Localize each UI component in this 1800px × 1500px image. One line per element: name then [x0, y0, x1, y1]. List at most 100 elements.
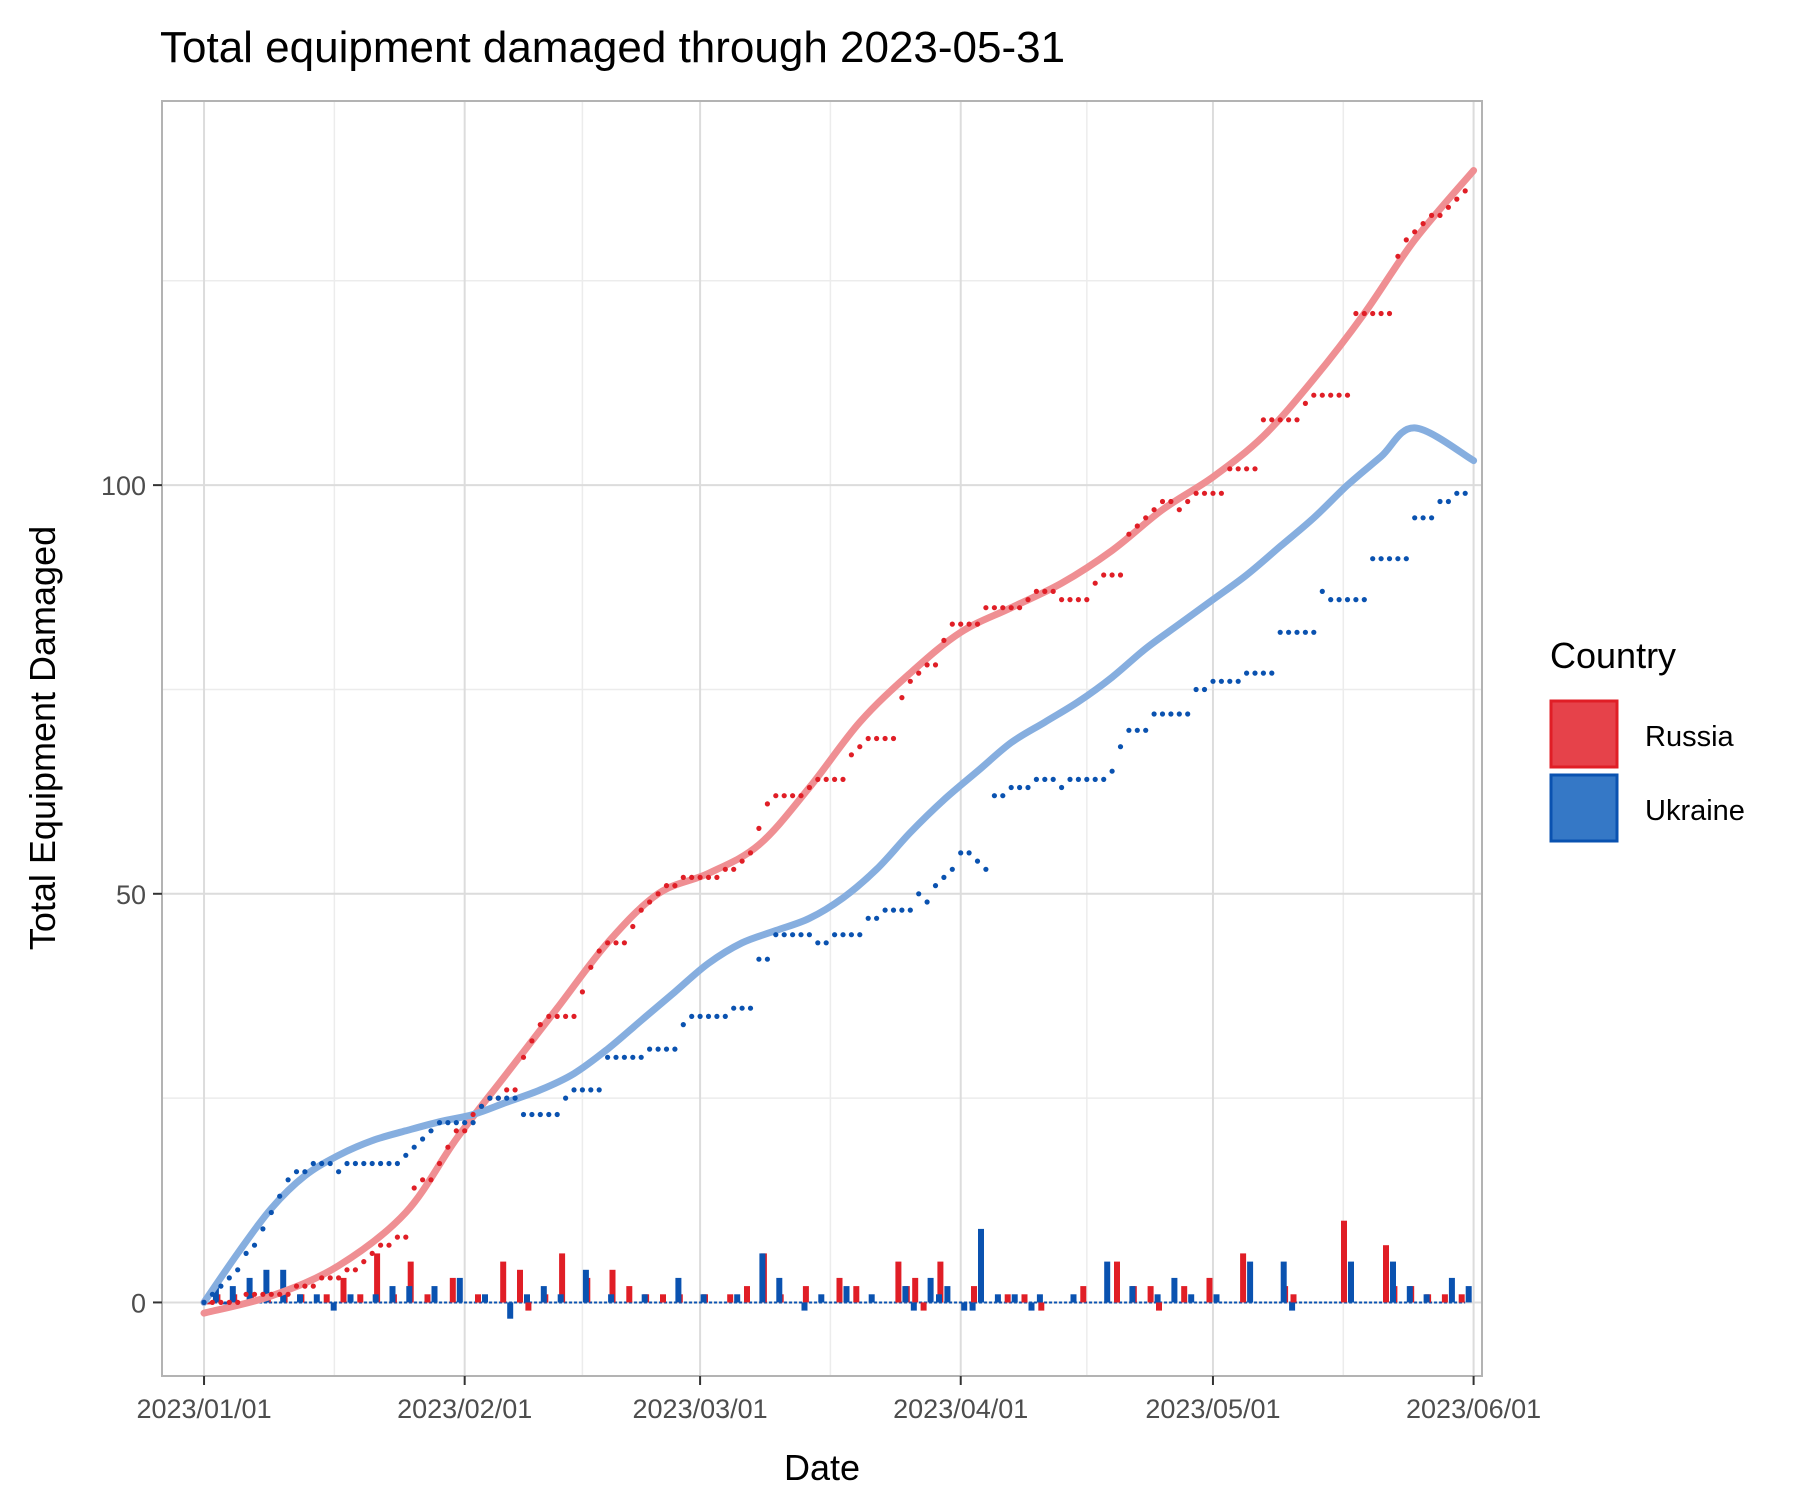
cumulative-point-ukraine — [697, 1013, 703, 1020]
daily-bar-russia — [971, 1286, 977, 1303]
cumulative-point-ukraine — [647, 1046, 653, 1052]
cumulative-point-russia — [882, 735, 888, 742]
daily-bar-russia — [802, 1286, 809, 1303]
cumulative-point-ukraine — [1033, 776, 1039, 783]
cumulative-point-ukraine — [1336, 597, 1342, 603]
x-tick-label: 2023/01/01 — [136, 1394, 271, 1424]
cumulative-point-russia — [983, 605, 989, 611]
cumulative-point-russia — [991, 605, 998, 611]
daily-bar-russia — [853, 1286, 860, 1303]
daily-bar-russia — [1383, 1245, 1389, 1303]
daily-bar-russia — [374, 1253, 381, 1303]
cumulative-point-russia — [806, 784, 813, 791]
y-axis: 0 50 100 — [101, 471, 162, 1318]
cumulative-point-ukraine — [705, 1013, 712, 1020]
cumulative-point-russia — [655, 891, 661, 897]
cumulative-point-russia — [436, 1160, 443, 1167]
cumulative-point-ukraine — [790, 932, 796, 938]
cumulative-point-ukraine — [974, 858, 981, 864]
cumulative-point-russia — [1025, 597, 1031, 603]
cumulative-point-russia — [1462, 188, 1468, 194]
cumulative-point-russia — [209, 1299, 215, 1305]
daily-bar-ukraine — [1280, 1261, 1287, 1303]
daily-bar-ukraine — [868, 1294, 875, 1303]
cumulative-point-ukraine — [1210, 678, 1216, 684]
cumulative-point-russia — [512, 1087, 518, 1093]
daily-bar-russia — [1206, 1277, 1213, 1303]
cumulative-point-russia — [949, 621, 955, 627]
cumulative-point-ukraine — [310, 1160, 316, 1167]
cumulative-point-russia — [1067, 597, 1073, 603]
cumulative-point-russia — [310, 1283, 316, 1289]
cumulative-point-ukraine — [924, 899, 930, 905]
cumulative-point-russia — [563, 1013, 569, 1020]
cumulative-point-russia — [369, 1250, 375, 1256]
cumulative-point-ukraine — [1218, 678, 1224, 684]
cumulative-point-russia — [848, 752, 855, 758]
daily-bar-russia — [205, 1302, 212, 1305]
cumulative-point-russia — [251, 1291, 258, 1297]
cumulative-point-russia — [966, 621, 972, 627]
cumulative-point-ukraine — [1067, 776, 1073, 783]
daily-bar-ukraine — [263, 1269, 270, 1303]
cumulative-point-ukraine — [731, 1005, 737, 1011]
daily-bar-ukraine — [1465, 1286, 1472, 1303]
cumulative-point-russia — [1075, 597, 1081, 603]
daily-bar-ukraine — [482, 1294, 488, 1303]
cumulative-point-russia — [697, 874, 703, 881]
cumulative-point-ukraine — [1084, 776, 1090, 783]
daily-bar-russia — [609, 1269, 616, 1303]
y-axis-title: Total Equipment Damaged — [22, 526, 63, 950]
cumulative-point-russia — [428, 1177, 434, 1183]
daily-bar-ukraine — [1028, 1302, 1035, 1311]
cumulative-point-russia — [705, 874, 712, 881]
daily-bar-ukraine — [1448, 1277, 1455, 1303]
daily-bar-ukraine — [961, 1302, 968, 1311]
daily-bar-russia — [1156, 1302, 1162, 1311]
cumulative-point-russia — [1429, 212, 1435, 218]
cumulative-point-ukraine — [537, 1111, 543, 1118]
legend-key-russia — [1549, 699, 1619, 769]
daily-bar-ukraine — [969, 1302, 976, 1311]
cumulative-point-ukraine — [1244, 670, 1250, 676]
cumulative-point-russia — [689, 874, 695, 881]
cumulative-point-ukraine — [857, 932, 863, 938]
cumulative-point-russia — [722, 866, 728, 872]
cumulative-point-russia — [781, 793, 787, 799]
cumulative-point-russia — [445, 1144, 451, 1150]
cumulative-point-russia — [453, 1128, 459, 1134]
cumulative-point-ukraine — [890, 907, 897, 913]
cumulative-point-ukraine — [680, 1022, 686, 1028]
cumulative-point-russia — [680, 874, 686, 881]
cumulative-point-russia — [823, 776, 829, 783]
daily-bar-russia — [525, 1302, 532, 1311]
daily-bar-ukraine — [557, 1294, 564, 1303]
cumulative-point-russia — [277, 1291, 283, 1297]
cumulative-point-ukraine — [848, 932, 855, 938]
daily-bar-ukraine — [246, 1277, 253, 1303]
daily-bar-ukraine — [978, 1228, 984, 1303]
daily-bar-russia — [517, 1269, 523, 1303]
cumulative-point-ukraine — [764, 956, 771, 962]
cumulative-point-russia — [403, 1234, 409, 1240]
cumulative-point-ukraine — [983, 866, 989, 872]
cumulative-point-russia — [470, 1111, 476, 1118]
cumulative-point-ukraine — [1370, 556, 1376, 562]
series-layer — [200, 167, 1478, 1319]
cumulative-point-ukraine — [529, 1111, 535, 1118]
cumulative-point-ukraine — [1294, 629, 1300, 635]
daily-bar-ukraine — [1011, 1294, 1018, 1303]
cumulative-point-russia — [739, 858, 745, 864]
daily-bar-russia — [449, 1277, 456, 1303]
cumulative-point-ukraine — [1395, 556, 1401, 562]
cumulative-point-russia — [344, 1267, 350, 1273]
cumulative-point-russia — [798, 793, 804, 799]
cumulative-point-ukraine — [1437, 498, 1443, 505]
cumulative-point-russia — [1344, 392, 1351, 398]
cumulative-point-russia — [361, 1259, 367, 1265]
cumulative-point-russia — [621, 940, 628, 946]
cumulative-point-russia — [605, 940, 611, 946]
daily-bar-ukraine — [843, 1286, 850, 1303]
cumulative-point-ukraine — [378, 1160, 384, 1167]
daily-bar-ukraine — [641, 1294, 648, 1303]
